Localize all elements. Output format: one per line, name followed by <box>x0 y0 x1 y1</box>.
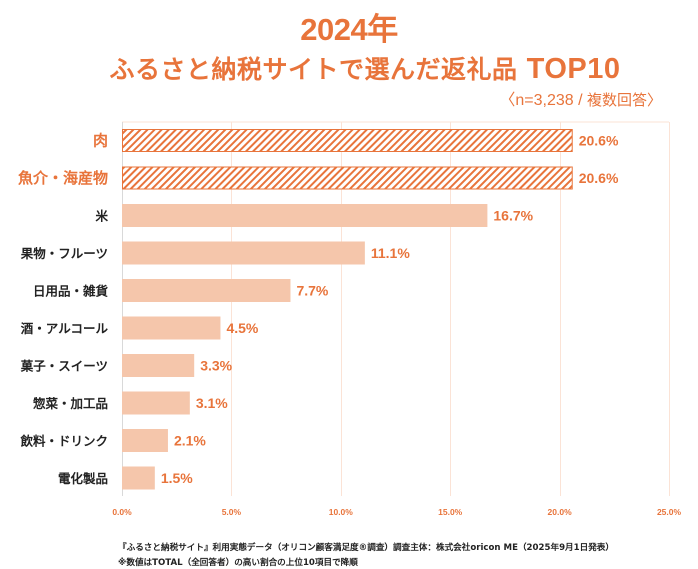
x-tick-label: 20.0% <box>548 507 573 517</box>
category-label: 魚介・海産物 <box>18 169 108 187</box>
bar <box>122 391 190 415</box>
category-label: 電化製品 <box>58 471 108 486</box>
bar-highlighted <box>122 129 573 152</box>
value-label: 20.6% <box>579 133 619 149</box>
category-label: 果物・フルーツ <box>20 246 108 261</box>
bar <box>122 241 365 265</box>
bar <box>122 204 488 227</box>
bar <box>122 316 221 340</box>
x-tick-label: 10.0% <box>329 507 354 517</box>
x-axis-tick-labels: 0.0% 5.0% 10.0% 15.0% 20.0% 25.0% <box>112 507 681 517</box>
sample-size-note: 〈n=3,238 / 複数回答〉 <box>499 86 662 110</box>
bar <box>122 279 291 302</box>
x-tick-label: 15.0% <box>438 507 463 517</box>
answer-type: 複数回答〉 <box>586 91 662 109</box>
value-label: 11.1% <box>371 245 410 261</box>
value-label: 3.1% <box>196 395 228 411</box>
bar <box>122 429 168 452</box>
value-label: 3.3% <box>200 358 232 374</box>
category-label: 飲料・ドリンク <box>19 434 108 449</box>
category-label: 日用品・雑貨 <box>33 284 109 299</box>
chart-title: ふるさと納税サイトで選んだ返礼品 TOP10 <box>60 50 670 86</box>
category-label: 米 <box>94 209 108 224</box>
x-tick-label: 5.0% <box>222 507 242 517</box>
category-label: 菓子・スイーツ <box>20 359 108 374</box>
value-label: 2.1% <box>174 433 206 449</box>
category-label: 酒・アルコール <box>21 321 109 336</box>
value-label: 16.7% <box>493 208 533 224</box>
category-label: 惣菜・加工品 <box>33 396 108 411</box>
sample-size: 〈n=3,238 / <box>499 92 587 109</box>
chart-title-top10: TOP10 <box>526 53 621 85</box>
chart-year-title: 2024年 <box>300 12 398 47</box>
bar <box>122 354 195 377</box>
x-tick-label: 0.0% <box>112 507 132 517</box>
bar-highlighted <box>122 166 573 190</box>
source-footnote: 『ふるさと納税サイト』利用実態データ（オリコン顧客満足度®調査）調査主体：株式会… <box>118 543 614 553</box>
value-labels: 20.6% 20.6% 16.7% 11.1% 7.7% 4.5% 3.3% 3.1% 2.1%… <box>161 133 619 487</box>
category-labels: 肉魚介・海産物米果物・フルーツ日用品・雑貨酒・アルコール菓子・スイーツ惣菜・加工… <box>18 132 109 487</box>
value-label: 7.7% <box>296 283 328 299</box>
value-label: 20.6% <box>579 170 619 186</box>
value-label: 4.5% <box>226 320 258 336</box>
chart-title-jp: ふるさと納税サイトで選んだ返礼品 <box>109 55 527 84</box>
sort-footnote: ※数値はTOTAL（全回答者）の高い割合の上位10項目で降順 <box>118 558 358 568</box>
x-tick-label: 25.0% <box>657 507 682 517</box>
value-label: 1.5% <box>161 470 193 486</box>
category-label: 肉 <box>93 132 108 150</box>
bar <box>122 466 155 490</box>
bars <box>122 129 573 490</box>
